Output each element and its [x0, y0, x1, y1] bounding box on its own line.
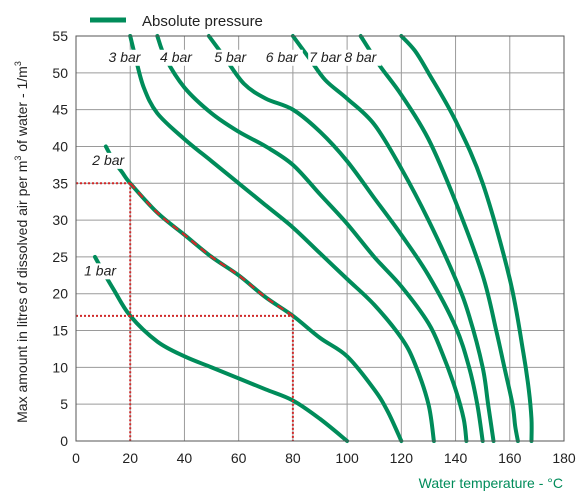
curve-label-bg	[264, 49, 303, 66]
y-axis-label-sup2: 3	[13, 61, 23, 66]
curves	[92, 34, 534, 443]
curve-label-bg	[343, 49, 382, 66]
y-tick-label: 45	[52, 102, 68, 118]
x-tick-label: 160	[498, 450, 522, 466]
curve-label: 7 bar	[309, 49, 342, 65]
curve-label: 5 bar	[214, 49, 247, 65]
y-axis-label-sup: 3	[13, 156, 23, 161]
y-tick-label: 55	[52, 28, 68, 44]
curve-label: 6 bar	[266, 49, 299, 65]
ticks: 0 20 40 60 80 100 120 140 160 180 0 5 10 15 20 25 30 35 40…	[52, 28, 575, 466]
y-tick-label: 10	[52, 359, 68, 375]
x-tick-label: 0	[72, 450, 80, 466]
x-tick-label: 40	[177, 450, 193, 466]
curve-7-bar	[358, 34, 520, 443]
y-tick-label: 5	[60, 396, 68, 412]
y-tick-label: 25	[52, 249, 68, 265]
x-tick-label: 140	[444, 450, 468, 466]
curve-label: 8 bar	[344, 49, 377, 65]
y-tick-label: 40	[52, 138, 68, 154]
curve-3-bar	[128, 34, 436, 443]
legend: Absolute pressure	[90, 13, 263, 30]
curve-4-bar	[155, 34, 469, 443]
curve-label-bg	[107, 49, 146, 66]
curve-label-bg	[91, 152, 130, 169]
y-tick-label: 15	[52, 323, 68, 339]
y-tick-label: 20	[52, 286, 68, 302]
y-tick-label: 50	[52, 65, 68, 81]
curve-1-bar	[92, 254, 350, 443]
plot-frame	[75, 35, 565, 442]
curve-label: 4 bar	[160, 49, 193, 65]
curve-8-bar	[399, 34, 534, 443]
y-axis-label-rest: of water - 1/m	[14, 66, 30, 155]
curve-label-bg	[213, 49, 252, 66]
x-tick-label: 80	[285, 450, 301, 466]
curve-2-bar	[103, 144, 404, 443]
y-tick-label: 30	[52, 212, 68, 228]
x-tick-label: 120	[390, 450, 414, 466]
curve-label: 3 bar	[109, 49, 142, 65]
x-tick-label: 20	[122, 450, 138, 466]
curve-labels: 1 bar 2 bar 3 bar 4 bar 5 bar 6 bar 7 bar 8 bar	[83, 49, 382, 280]
x-tick-label: 60	[231, 450, 247, 466]
curve-label: 2 bar	[91, 152, 125, 168]
curve-label: 1 bar	[84, 262, 117, 278]
y-axis-label: Max amount in litres of dissolved air pe…	[13, 61, 30, 423]
y-axis-label-main: Max amount in litres of dissolved air pe…	[14, 161, 30, 423]
y-tick-label: 35	[52, 175, 68, 191]
x-axis-label: Water temperature - °C	[419, 475, 563, 491]
x-tick-label: 100	[335, 450, 359, 466]
curve-label-bg	[308, 49, 347, 66]
legend-label: Absolute pressure	[142, 13, 263, 30]
annotations	[76, 182, 294, 441]
red-dashed-segment	[129, 182, 294, 317]
curve-label-bg	[83, 263, 122, 280]
curve-label-bg	[159, 49, 198, 66]
y-tick-label: 0	[60, 433, 68, 449]
x-tick-label: 180	[552, 450, 576, 466]
curve-6-bar	[290, 34, 496, 443]
curve-5-bar	[206, 34, 485, 443]
